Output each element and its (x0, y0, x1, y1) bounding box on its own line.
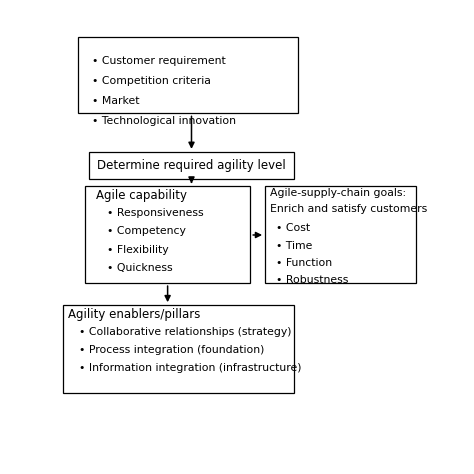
Text: • Information integration (infrastructure): • Information integration (infrastructur… (80, 363, 302, 373)
Text: • Cost: • Cost (276, 223, 310, 233)
Text: Determine required agility level: Determine required agility level (97, 159, 286, 172)
Text: • Robustness: • Robustness (276, 275, 348, 285)
Text: • Competency: • Competency (107, 227, 186, 237)
Text: • Customer requirement: • Customer requirement (92, 55, 226, 65)
Text: • Function: • Function (276, 258, 332, 268)
Text: Agile capability: Agile capability (96, 189, 187, 202)
FancyBboxPatch shape (265, 186, 416, 283)
Text: • Technological innovation: • Technological innovation (92, 116, 237, 126)
Text: • Flexibility: • Flexibility (107, 245, 169, 255)
FancyBboxPatch shape (89, 152, 294, 179)
Text: Enrich and satisfy customers: Enrich and satisfy customers (271, 204, 428, 214)
Text: • Quickness: • Quickness (107, 263, 173, 273)
Text: • Responsiveness: • Responsiveness (107, 208, 204, 218)
FancyBboxPatch shape (85, 186, 250, 283)
Text: • Collaborative relationships (strategy): • Collaborative relationships (strategy) (80, 327, 292, 337)
Text: • Market: • Market (92, 96, 140, 106)
Text: • Time: • Time (276, 241, 312, 251)
Text: • Competition criteria: • Competition criteria (92, 76, 211, 86)
Text: Agile-supply-chain goals:: Agile-supply-chain goals: (271, 188, 407, 199)
Text: Agility enablers/pillars: Agility enablers/pillars (68, 308, 201, 321)
Text: • Process integration (foundation): • Process integration (foundation) (80, 345, 265, 355)
FancyBboxPatch shape (63, 305, 294, 392)
FancyBboxPatch shape (78, 37, 298, 113)
